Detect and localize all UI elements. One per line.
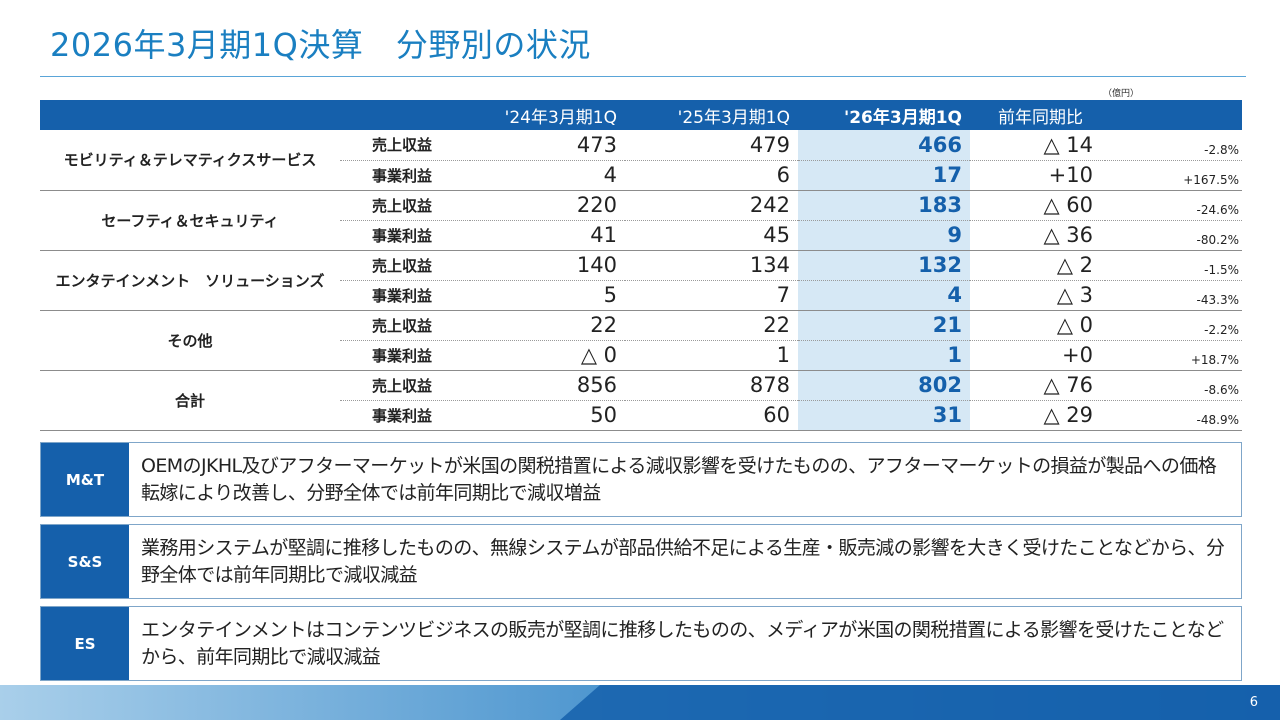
metric-label: 事業利益: [340, 340, 470, 371]
value-fy24: 5: [470, 280, 625, 311]
header-fy24: '24年3月期1Q: [470, 100, 625, 130]
value-fy25: 60: [625, 400, 798, 431]
header-segment: [40, 100, 340, 130]
page-title: 2026年3月期1Q決算 分野別の状況: [50, 26, 591, 64]
value-fy26: 17: [798, 160, 970, 191]
yoy-change: △ 14: [970, 130, 1105, 161]
comment-text: 業務用システムが堅調に推移したものの、無線システムが部品供給不足による生産・販売…: [141, 537, 1225, 586]
yoy-percent: -43.3%: [1105, 280, 1242, 311]
yoy-percent: -1.5%: [1105, 250, 1242, 281]
metric-label: 売上収益: [340, 250, 470, 281]
metric-label: 事業利益: [340, 280, 470, 311]
table-row: エンタテインメント ソリューションズ 売上収益 140 134 132 △ 2 …: [40, 250, 1242, 311]
yoy-percent: -8.6%: [1105, 370, 1242, 401]
yoy-percent: -80.2%: [1105, 220, 1242, 251]
yoy-percent: -2.8%: [1105, 130, 1242, 161]
metric-label: 売上収益: [340, 190, 470, 221]
value-fy26: 1: [798, 340, 970, 371]
yoy-change: △ 2: [970, 250, 1105, 281]
value-fy25: 6: [625, 160, 798, 191]
yoy-change: △ 60: [970, 190, 1105, 221]
yoy-change: △ 36: [970, 220, 1105, 251]
yoy-percent: -48.9%: [1105, 400, 1242, 431]
segment-results-table: '24年3月期1Q '25年3月期1Q '26年3月期1Q 前年同期比 モビリテ…: [40, 100, 1242, 431]
page-number: 6: [1249, 695, 1258, 710]
value-fy25: 45: [625, 220, 798, 251]
yoy-change: +0: [970, 340, 1105, 371]
table-row: 合計 売上収益 856 878 802 △ 76 -8.6%: [40, 370, 1242, 431]
yoy-change: △ 0: [970, 310, 1105, 341]
value-fy25: 7: [625, 280, 798, 311]
segment-label: その他: [40, 310, 340, 371]
value-fy26: 4: [798, 280, 970, 311]
comment-box-mt: M&T OEMのJKHL及びアフターマーケットが米国の関税措置による減収影響を受…: [40, 442, 1242, 517]
metric-label: 事業利益: [340, 220, 470, 251]
value-fy25: 479: [625, 130, 798, 161]
metric-label: 売上収益: [340, 130, 470, 161]
value-fy26: 183: [798, 190, 970, 221]
table-row: 事業利益 41 45 9 △ 36 -80.2%: [40, 220, 1242, 251]
yoy-percent: +167.5%: [1105, 160, 1242, 191]
footer-accent: [560, 685, 1280, 720]
segment-label: セーフティ＆セキュリティ: [40, 190, 340, 251]
value-fy24: 4: [470, 160, 625, 191]
table-row: 事業利益 5 7 4 △ 3 -43.3%: [40, 280, 1242, 311]
comment-box-es: ES エンタテインメントはコンテンツビジネスの販売が堅調に推移したものの、メディ…: [40, 606, 1242, 681]
value-fy24: 50: [470, 400, 625, 431]
value-fy25: 242: [625, 190, 798, 221]
header-fy26: '26年3月期1Q: [798, 100, 970, 130]
segment-label: モビリティ＆テレマティクスサービス: [40, 130, 340, 191]
value-fy25: 22: [625, 310, 798, 341]
value-fy26: 21: [798, 310, 970, 341]
metric-label: 売上収益: [340, 310, 470, 341]
metric-label: 事業利益: [340, 400, 470, 431]
table-row: 事業利益 50 60 31 △ 29 -48.9%: [40, 400, 1242, 431]
comment-tag: S&S: [41, 525, 129, 598]
metric-label: 売上収益: [340, 370, 470, 401]
table-row: モビリティ＆テレマティクスサービス 売上収益 473 479 466 △ 14 …: [40, 130, 1242, 191]
table-row: セーフティ＆セキュリティ 売上収益 220 242 183 △ 60 -24.6…: [40, 190, 1242, 251]
yoy-percent: -2.2%: [1105, 310, 1242, 341]
header-metric: [340, 100, 470, 130]
header-fy25: '25年3月期1Q: [625, 100, 798, 130]
yoy-percent: -24.6%: [1105, 190, 1242, 221]
yoy-change: △ 29: [970, 400, 1105, 431]
value-fy25: 878: [625, 370, 798, 401]
value-fy24: 473: [470, 130, 625, 161]
yoy-percent: +18.7%: [1105, 340, 1242, 371]
value-fy24: △ 0: [470, 340, 625, 371]
value-fy26: 132: [798, 250, 970, 281]
header-yoy: 前年同期比: [970, 100, 1242, 130]
value-fy25: 1: [625, 340, 798, 371]
value-fy24: 856: [470, 370, 625, 401]
metric-label: 事業利益: [340, 160, 470, 191]
segment-label: エンタテインメント ソリューションズ: [40, 250, 340, 311]
value-fy26: 466: [798, 130, 970, 161]
yoy-change: △ 3: [970, 280, 1105, 311]
table-row: 事業利益 4 6 17 +10 +167.5%: [40, 160, 1242, 191]
value-fy24: 41: [470, 220, 625, 251]
comment-tag: M&T: [41, 443, 129, 516]
comment-box-ss: S&S 業務用システムが堅調に推移したものの、無線システムが部品供給不足による生…: [40, 524, 1242, 599]
segment-label: 合計: [40, 370, 340, 431]
value-fy25: 134: [625, 250, 798, 281]
table-row: 事業利益 △ 0 1 1 +0 +18.7%: [40, 340, 1242, 371]
comment-text: エンタテインメントはコンテンツビジネスの販売が堅調に推移したものの、メディアが米…: [141, 619, 1224, 668]
footer-band: 6: [0, 685, 1280, 720]
table-header-row: '24年3月期1Q '25年3月期1Q '26年3月期1Q 前年同期比: [40, 100, 1242, 130]
unit-note: （億円）: [1103, 89, 1140, 99]
title-divider: [40, 76, 1246, 77]
value-fy24: 140: [470, 250, 625, 281]
value-fy26: 31: [798, 400, 970, 431]
table-row: その他 売上収益 22 22 21 △ 0 -2.2%: [40, 310, 1242, 371]
comment-text: OEMのJKHL及びアフターマーケットが米国の関税措置による減収影響を受けたもの…: [141, 455, 1217, 504]
comment-tag: ES: [41, 607, 129, 680]
value-fy26: 9: [798, 220, 970, 251]
value-fy24: 220: [470, 190, 625, 221]
value-fy24: 22: [470, 310, 625, 341]
yoy-change: +10: [970, 160, 1105, 191]
yoy-change: △ 76: [970, 370, 1105, 401]
value-fy26: 802: [798, 370, 970, 401]
